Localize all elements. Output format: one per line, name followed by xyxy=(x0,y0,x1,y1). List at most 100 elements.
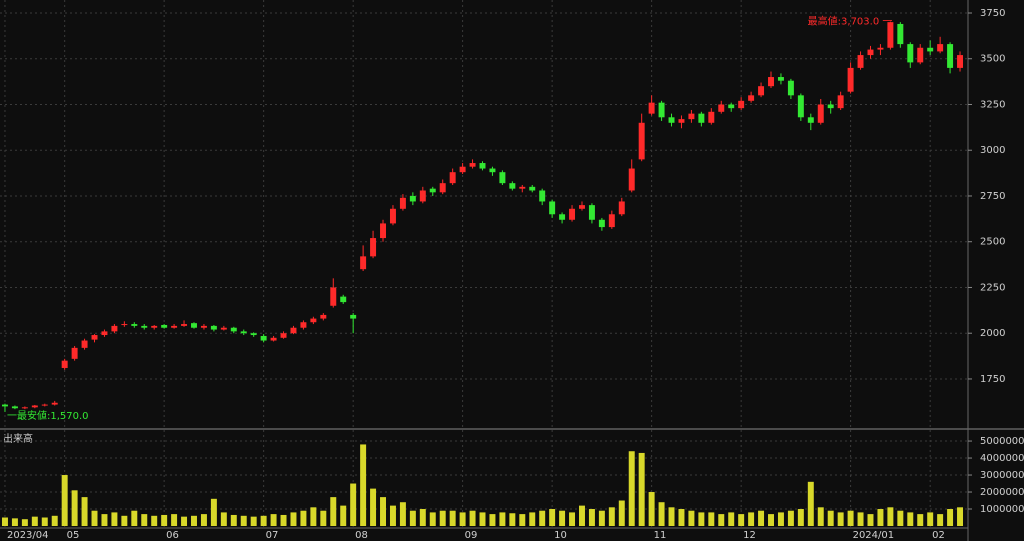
volume-bar xyxy=(758,510,765,526)
volume-bar xyxy=(380,497,386,526)
volume-bar xyxy=(11,518,18,526)
volume-bar xyxy=(787,510,794,526)
x-tick-label: 08 xyxy=(355,530,368,541)
candle-body xyxy=(161,324,168,328)
volume-bar xyxy=(270,514,277,526)
volume-bar xyxy=(947,509,954,526)
candle-body xyxy=(210,325,217,330)
y-tick-label: 1000000 xyxy=(980,504,1024,515)
volume-bar xyxy=(111,512,118,526)
volume-bar xyxy=(598,510,605,526)
candle-body xyxy=(181,324,188,326)
x-tick-label: 11 xyxy=(654,530,667,541)
y-tick-label: 3500 xyxy=(980,54,1005,65)
volume-bar xyxy=(499,512,506,526)
candle-body xyxy=(768,77,774,87)
volume-bar xyxy=(638,452,645,526)
volume-bar xyxy=(718,514,725,526)
x-tick-label: 07 xyxy=(266,530,279,541)
volume-bar xyxy=(220,512,227,526)
candle-body xyxy=(658,102,665,118)
volume-bar xyxy=(937,514,944,526)
volume-bar xyxy=(260,515,267,526)
candle-body xyxy=(897,23,904,45)
candle-body xyxy=(11,406,18,409)
candle-body xyxy=(101,331,108,336)
x-tick-label: 2024/01 xyxy=(853,530,895,541)
volume-bar xyxy=(479,512,486,526)
candle-body xyxy=(947,44,954,68)
volume-bar xyxy=(21,519,28,526)
candle-body xyxy=(280,333,287,338)
candle-body xyxy=(817,104,824,123)
volume-bar xyxy=(200,514,207,526)
candle-body xyxy=(559,214,566,220)
volume-bar xyxy=(449,510,456,526)
y-tick-label: 1750 xyxy=(980,374,1005,385)
candle-body xyxy=(907,44,914,63)
volume-bar xyxy=(210,498,217,526)
volume-bar xyxy=(121,515,128,526)
candle-body xyxy=(648,102,655,114)
x-tick-label: 12 xyxy=(743,530,756,541)
candle-body xyxy=(389,208,396,224)
volume-bar xyxy=(370,488,377,526)
volume-bar xyxy=(429,512,436,526)
candle-body xyxy=(290,327,297,334)
candle-body xyxy=(439,183,446,193)
volume-bar xyxy=(280,514,287,526)
candle-body xyxy=(270,337,277,341)
volume-bar xyxy=(439,510,446,526)
candle-body xyxy=(728,104,735,109)
candle-body xyxy=(628,168,635,191)
volume-bar xyxy=(628,451,635,526)
candle-body xyxy=(469,163,476,167)
volume-bar xyxy=(51,515,58,526)
volume-bar xyxy=(141,514,148,526)
y-tick-label: 2500 xyxy=(980,237,1005,248)
volume-bar xyxy=(927,512,934,526)
candle-body xyxy=(51,402,58,405)
candle-body xyxy=(698,113,705,123)
candle-body xyxy=(220,327,227,330)
volume-bar xyxy=(41,517,48,526)
candle-body xyxy=(927,47,934,52)
candle-body xyxy=(121,324,128,326)
candle-body xyxy=(360,256,367,270)
volume-bar xyxy=(579,505,585,526)
volume-bar xyxy=(250,516,257,526)
candle-body xyxy=(71,347,78,359)
candle-body xyxy=(499,172,506,184)
candle-body xyxy=(569,208,576,220)
candle-body xyxy=(370,238,377,257)
volume-bar xyxy=(290,512,297,526)
volume-bar xyxy=(131,510,138,526)
volume-bar xyxy=(300,510,307,526)
volume-bar xyxy=(698,512,705,526)
volume-bar xyxy=(101,514,108,526)
volume-bar xyxy=(837,512,844,526)
volume-bar xyxy=(399,502,406,526)
volume-bar xyxy=(887,507,894,526)
volume-bar xyxy=(529,512,536,526)
volume-bar xyxy=(678,509,685,526)
candle-body xyxy=(380,223,386,239)
x-tick-label: 2023/04 xyxy=(7,530,49,541)
candle-body xyxy=(340,296,347,303)
candle-body xyxy=(827,104,834,109)
volume-bar xyxy=(608,507,615,526)
x-tick-label: 09 xyxy=(465,530,478,541)
candle-body xyxy=(489,168,496,173)
volume-bar xyxy=(459,512,466,526)
volume-bar xyxy=(489,514,496,526)
y-tick-label: 4000000 xyxy=(980,453,1024,464)
candle-body xyxy=(250,333,257,336)
volume-bar xyxy=(320,510,327,526)
candle-body xyxy=(857,55,864,68)
x-tick-label: 10 xyxy=(554,530,567,541)
volume-bar xyxy=(330,497,337,526)
y-tick-label: 2250 xyxy=(980,282,1005,293)
volume-bar xyxy=(867,514,874,526)
